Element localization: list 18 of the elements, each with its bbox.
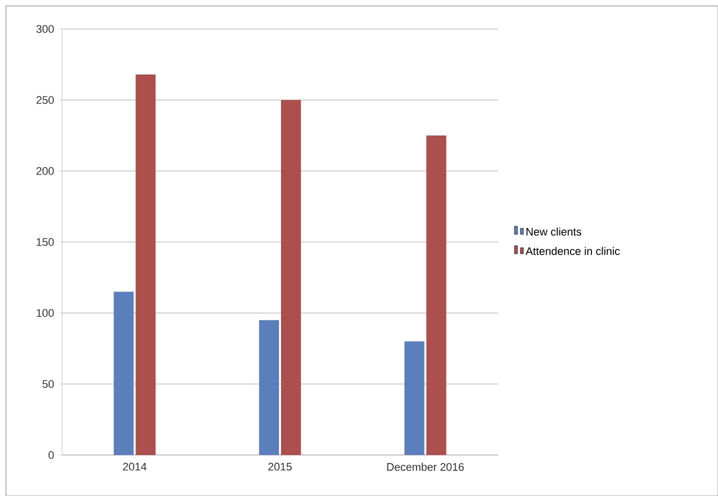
legend-label: New clients — [526, 228, 582, 236]
y-tick-label: 50 — [42, 380, 54, 388]
y-tick-label: 200 — [36, 167, 54, 175]
bar — [280, 100, 301, 455]
y-tick-label: 0 — [48, 451, 54, 459]
bar — [426, 135, 446, 455]
x-tick-label: December 2016 — [387, 462, 464, 471]
bar — [404, 341, 424, 455]
y-tick-label: 250 — [36, 96, 54, 104]
bar — [259, 320, 280, 455]
y-tick-label: 100 — [36, 309, 54, 317]
x-tick-label: 2015 — [268, 462, 292, 471]
bar — [136, 74, 156, 455]
y-tick-label: 150 — [36, 238, 54, 246]
legend-label: Attendence in clinic — [526, 246, 620, 256]
y-tick-label: 300 — [36, 25, 54, 33]
bar — [114, 292, 134, 455]
x-tick-label: 2014 — [123, 462, 147, 471]
